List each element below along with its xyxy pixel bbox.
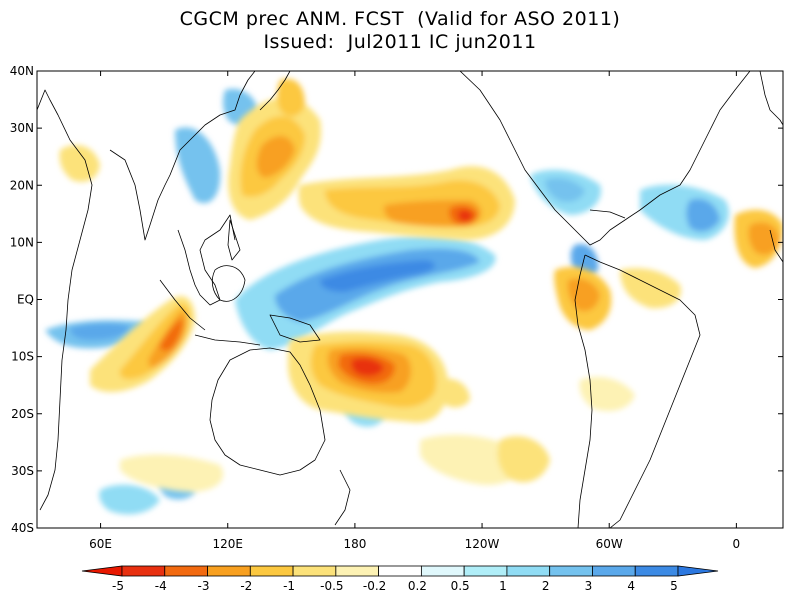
- colorbar-swatch: [420, 565, 465, 577]
- colorbar-label: -4: [155, 579, 167, 593]
- australia-coastline: [209, 347, 326, 476]
- north-america-coastline: [459, 71, 751, 246]
- colorbar-label: 5: [670, 579, 678, 593]
- south-america-west-coastline: [574, 254, 593, 528]
- coastlines: [37, 71, 783, 528]
- colorbar-swatch: [249, 565, 294, 577]
- lon-tick-label: 60E: [89, 537, 112, 551]
- colorbar-swatch: [121, 565, 166, 577]
- colorbar-swatch: [207, 565, 251, 577]
- lon-tick-label: 60W: [596, 537, 623, 551]
- colorbar-swatch: [378, 565, 422, 577]
- map-title: CGCM prec ANM. FCST (Valid for ASO 2011)…: [0, 8, 800, 54]
- anomaly-field: [37, 71, 783, 528]
- colorbar-swatch: [292, 565, 337, 577]
- new-zealand-coastline: [334, 469, 351, 526]
- colorbar-label: -3: [198, 579, 210, 593]
- lon-tick-label: 120E: [212, 537, 243, 551]
- title-line-1: CGCM prec ANM. FCST (Valid for ASO 2011): [179, 8, 621, 30]
- lat-tick-label: EQ: [17, 293, 34, 307]
- colorbar-label: -2: [240, 579, 252, 593]
- india-coastline: [109, 71, 256, 241]
- longitude-axis: 60E 120E 180 120W 60W 0: [89, 71, 740, 551]
- west-africa-coastline: [769, 229, 783, 263]
- lon-tick-label: 180: [343, 537, 366, 551]
- southeast-asia-coastline: [177, 214, 236, 306]
- colorbar-label: -0.5: [320, 579, 343, 593]
- latitude-axis: 40N 30N 20N 10N EQ 10S 20S 30S 40S: [10, 64, 783, 535]
- lat-tick-label: 10N: [10, 235, 34, 249]
- colorbar-swatch: [634, 565, 679, 577]
- colorbar-label: 0.5: [451, 579, 470, 593]
- colorbar-over-triangle: [677, 565, 719, 577]
- philippines-coastline: [227, 219, 241, 261]
- colorbar-swatch: [463, 565, 508, 577]
- japan-coastline: [259, 71, 291, 111]
- title-line-2: Issued: Jul2011 IC jun2011: [263, 31, 537, 53]
- java-coastline: [194, 334, 261, 346]
- colorbar-label: -5: [112, 579, 124, 593]
- colorbar-swatch: [592, 565, 636, 577]
- colorbar-label: 1: [499, 579, 507, 593]
- lat-tick-label: 30S: [11, 464, 34, 478]
- lat-tick-label: 20N: [10, 178, 34, 192]
- new-guinea-coastline: [269, 314, 321, 343]
- colorbar-swatch: [549, 565, 593, 577]
- lat-tick-label: 40N: [10, 64, 34, 78]
- colorbar-label: 2: [542, 579, 550, 593]
- lat-tick-label: 40S: [11, 521, 34, 535]
- lat-tick-label: 30N: [10, 121, 34, 135]
- south-america-coastline: [584, 254, 701, 528]
- africa-coastline: [37, 89, 93, 511]
- europe-africa-north-coastline: [759, 71, 783, 126]
- colorbar: -5 -4 -3 -2 -1 -0.5 -0.2 0.2 0.5 1 2 3 4 5: [81, 565, 719, 593]
- dry-anomaly-region: [59, 78, 783, 492]
- lat-tick-label: 10S: [11, 350, 34, 364]
- colorbar-label: 0.2: [408, 579, 427, 593]
- colorbar-label: 3: [585, 579, 593, 593]
- sumatra-coastline: [159, 279, 206, 331]
- colorbar-swatch: [335, 565, 380, 577]
- cuba-coastline: [589, 209, 626, 219]
- lon-tick-label: 120W: [465, 537, 500, 551]
- colorbar-label: -0.2: [363, 579, 386, 593]
- colorbar-swatch: [164, 565, 208, 577]
- lon-tick-label: 0: [733, 537, 741, 551]
- borneo-coastline: [211, 265, 246, 302]
- colorbar-swatch: [506, 565, 551, 577]
- colorbar-label: 4: [627, 579, 635, 593]
- colorbar-label: -1: [283, 579, 295, 593]
- colorbar-under-triangle: [81, 565, 123, 577]
- lat-tick-label: 20S: [11, 407, 34, 421]
